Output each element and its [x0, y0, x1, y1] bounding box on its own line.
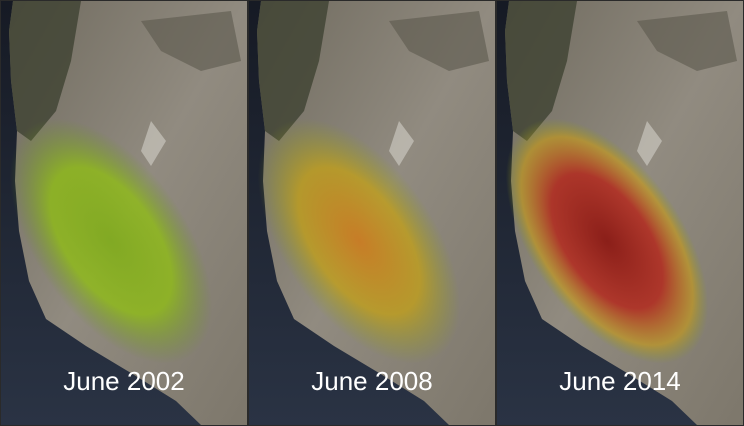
map-panel: June 2014 — [497, 1, 743, 425]
valley-overlay — [9, 118, 213, 364]
map-panel: June 2002 — [1, 1, 247, 425]
map-panel: June 2008 — [249, 1, 495, 425]
panel-label: June 2008 — [311, 366, 432, 396]
panel-label: June 2002 — [63, 366, 184, 396]
valley-overlay — [505, 118, 709, 364]
panel-label: June 2014 — [559, 366, 680, 396]
valley-overlay — [257, 118, 461, 364]
